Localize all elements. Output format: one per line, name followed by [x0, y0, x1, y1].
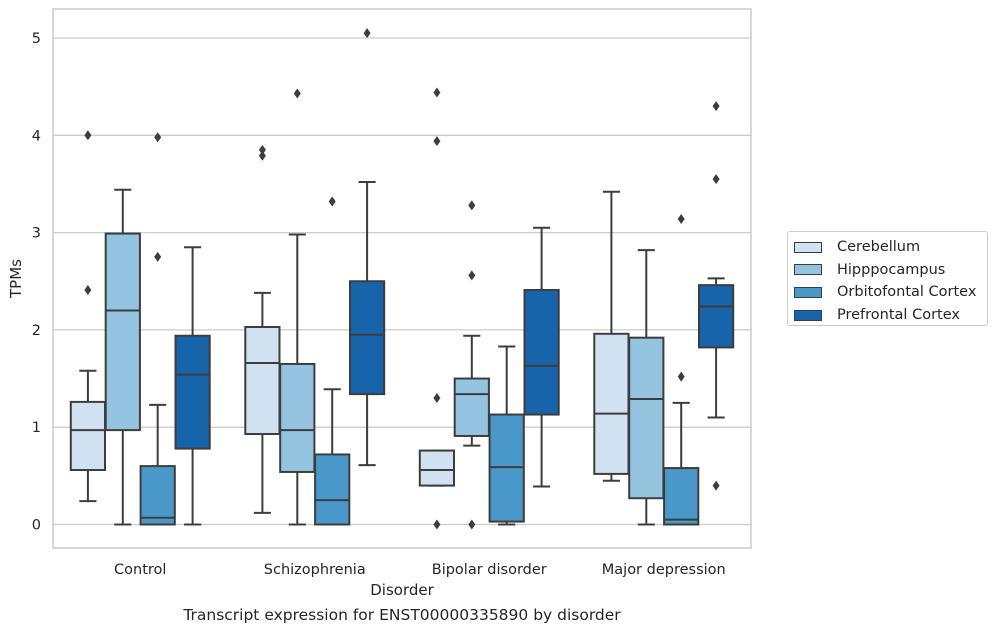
outlier-point [84, 285, 92, 296]
outlier-point [154, 132, 162, 143]
outlier-point [468, 270, 476, 281]
outlier-point [258, 144, 266, 155]
y-tick-label: 3 [32, 226, 41, 242]
x-tick-labels: Control Schizophrenia Bipolar disorder Majo… [114, 562, 726, 578]
outlier-point [712, 174, 720, 185]
outlier-point [677, 371, 685, 382]
grid-lines [53, 37, 751, 526]
box-group [523, 226, 560, 488]
box [348, 280, 386, 396]
y-tick-label: 1 [32, 420, 41, 436]
outlier-point [293, 88, 301, 99]
outlier-point [712, 101, 720, 112]
box-group [697, 101, 735, 491]
plot-frame [52, 8, 752, 549]
outlier-point [154, 251, 162, 262]
legend-swatch [794, 286, 822, 298]
outlier-point [258, 150, 266, 161]
box [104, 232, 141, 432]
x-tick-label: Major depression [602, 562, 726, 578]
box [279, 362, 316, 473]
box [139, 465, 176, 526]
legend-item: Prefrontal Cortex [794, 304, 987, 327]
x-axis-label: Disorder [370, 581, 434, 599]
box-group [104, 188, 141, 526]
outlier-point [363, 28, 371, 39]
box-group [418, 87, 456, 530]
box-group [628, 249, 665, 526]
box [69, 400, 107, 472]
legend-label: Hipppocampus [837, 261, 946, 278]
y-tick-label: 5 [32, 31, 41, 47]
legend: Cerebellum Hipppocampus Orbitofontal Corte… [787, 231, 988, 326]
outlier-point [677, 213, 685, 224]
box-group [174, 246, 211, 526]
outlier-point [328, 196, 336, 207]
outlier-point [468, 519, 476, 530]
legend-item: Hipppocampus [794, 259, 987, 282]
box-group [593, 190, 630, 482]
y-tick-label: 2 [32, 323, 41, 339]
outlier-point [84, 130, 92, 141]
box-group [69, 130, 107, 503]
outlier-point [433, 519, 441, 530]
box-group [314, 196, 351, 526]
x-tick-label: Control [114, 562, 166, 578]
y-tick-label: 4 [32, 128, 41, 144]
box-group [139, 132, 176, 526]
legend-label: Cerebellum [837, 239, 921, 256]
y-tick-labels: 0 1 2 3 4 5 [32, 31, 41, 534]
outlier-point [433, 87, 441, 98]
box-group [453, 200, 490, 530]
x-tick-label: Schizophrenia [264, 562, 366, 578]
legend-item: Cerebellum [794, 236, 987, 259]
legend-swatch [794, 309, 822, 321]
box [697, 284, 735, 349]
box-group [279, 88, 316, 526]
y-tick-label: 0 [32, 518, 41, 534]
box [453, 377, 490, 437]
box [174, 334, 211, 450]
box [628, 336, 665, 500]
outlier-point [433, 136, 441, 147]
box-group [488, 345, 525, 526]
x-tick-label: Bipolar disorder [432, 562, 547, 578]
legend-swatch [794, 241, 822, 253]
outlier-point [712, 480, 720, 491]
outlier-point [433, 393, 441, 404]
box-group [663, 213, 700, 526]
box [593, 332, 630, 475]
legend-item: Orbitofontal Cortex [794, 281, 987, 304]
box [244, 325, 281, 436]
y-axis-label: TPMs [7, 259, 25, 299]
outlier-point [468, 200, 476, 211]
legend-label: Prefrontal Cortex [837, 307, 960, 324]
boxes-layer [69, 28, 735, 530]
box-group [244, 144, 281, 514]
box [418, 449, 456, 487]
box-group [348, 28, 386, 467]
legend-swatch [794, 264, 822, 276]
figure-caption: Transcript expression for ENST0000033589… [183, 606, 621, 624]
legend-label: Orbitofontal Cortex [837, 284, 977, 301]
box [314, 453, 351, 526]
box [663, 467, 700, 526]
box [523, 289, 560, 416]
